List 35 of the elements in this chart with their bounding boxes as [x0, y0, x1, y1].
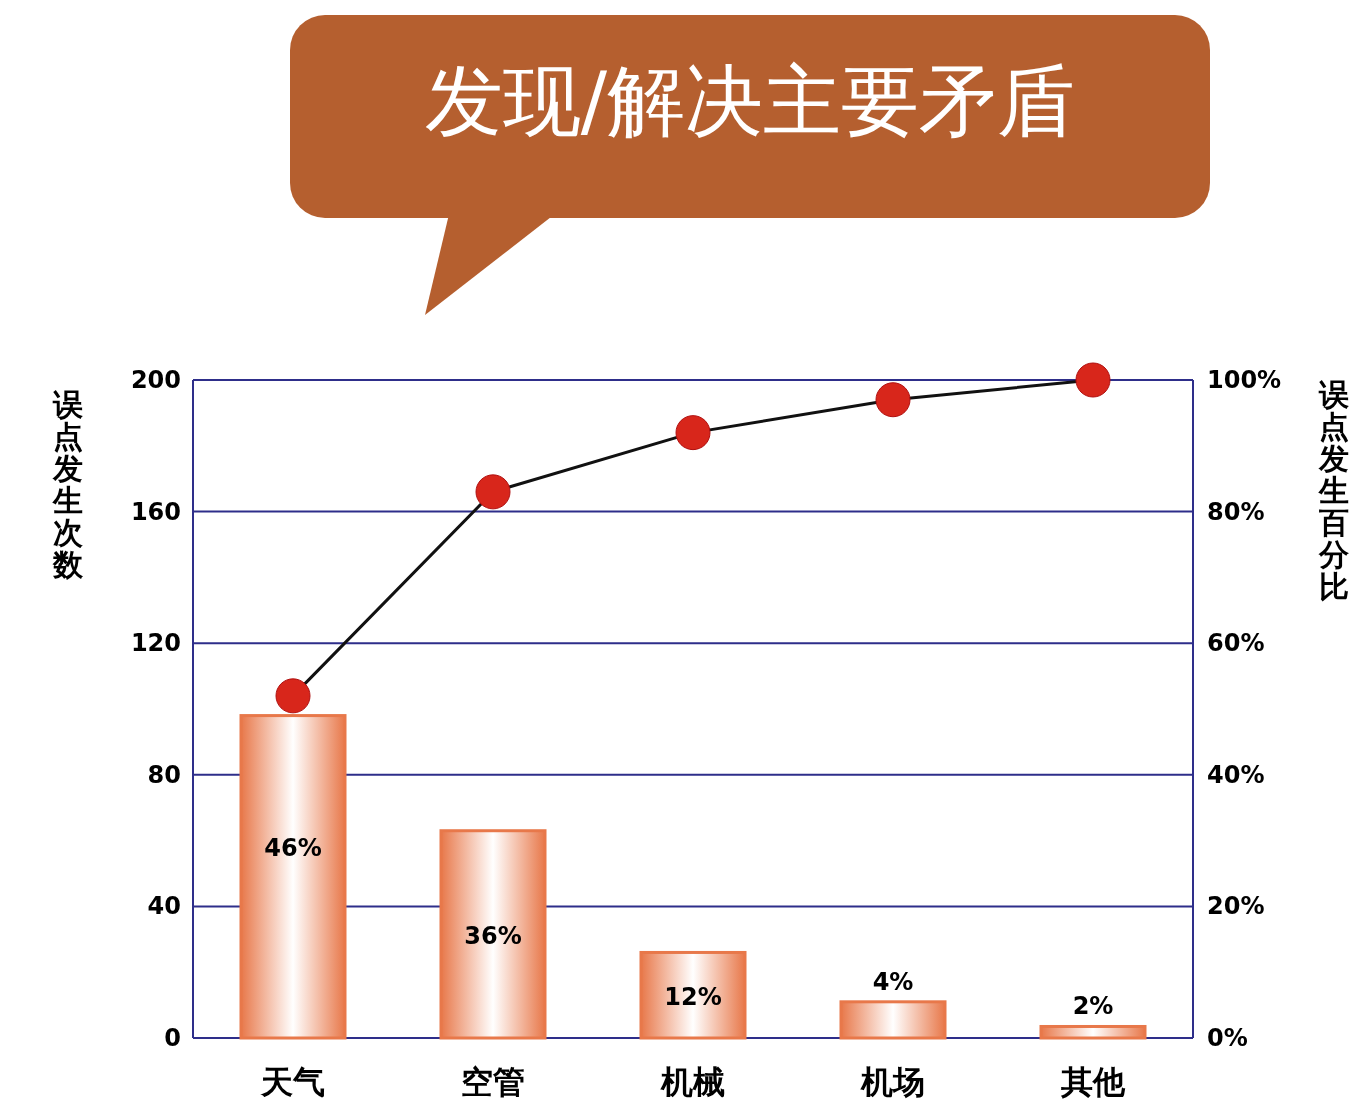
- y-tick-label: 200: [130, 366, 181, 394]
- y2-tick-label: 40%: [1207, 760, 1265, 789]
- x-tick-label: 空管: [461, 1063, 525, 1101]
- y-tick-label: 120: [130, 629, 181, 658]
- x-tick-label: 机场: [860, 1063, 925, 1101]
- x-tick-label: 机械: [660, 1063, 725, 1101]
- y-axis-title: 误点发生次数: [52, 387, 84, 582]
- y2-tick-label: 100%: [1207, 366, 1282, 394]
- annotation: 4%: [872, 967, 914, 996]
- annotation: 12%: [664, 983, 722, 1012]
- bar: [1039, 1024, 1147, 1040]
- y-tick-label: 160: [130, 497, 181, 526]
- x-tick-label: 天气: [260, 1063, 325, 1101]
- bar: [439, 829, 547, 1040]
- point: [875, 382, 911, 418]
- y2-tick-label: 80%: [1207, 497, 1265, 526]
- y-tick-label: 40: [147, 892, 181, 921]
- chart-title: 发现/解决主要矛盾: [424, 56, 1076, 146]
- y-tick-label: 0: [164, 1024, 181, 1052]
- annotation: 2%: [1072, 992, 1114, 1021]
- point: [275, 678, 311, 714]
- x-tick-label: 其他: [1060, 1063, 1126, 1101]
- y-tick-label: 80: [147, 760, 181, 789]
- y2-tick-label: 0%: [1207, 1024, 1248, 1052]
- y2-tick-label: 60%: [1207, 629, 1265, 658]
- annotation: 46%: [264, 833, 322, 862]
- bar: [239, 714, 347, 1040]
- bar: [639, 950, 747, 1040]
- y2-axis-title: 误点发生百分比: [1318, 377, 1349, 604]
- point: [675, 415, 711, 451]
- annotation: 36%: [464, 922, 522, 951]
- y2-tick-label: 20%: [1207, 892, 1265, 921]
- bar: [839, 1000, 947, 1040]
- point: [1075, 362, 1111, 398]
- point: [475, 474, 511, 510]
